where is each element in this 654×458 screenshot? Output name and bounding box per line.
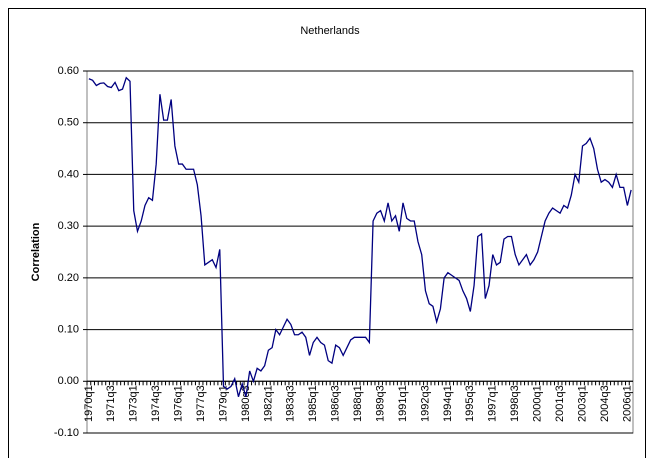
plot-area [86, 70, 634, 434]
x-tick-label: 1997q1 [487, 385, 499, 422]
data-line [88, 76, 632, 397]
x-tick-label: 1980q3 [240, 385, 252, 422]
x-tick-label: 1974q3 [150, 385, 162, 422]
chart-title: Netherlands [300, 25, 360, 37]
x-tick-label: 2001q3 [554, 385, 566, 422]
x-tick-label: 2006q1 [621, 385, 633, 422]
y-tick-label: 0.40 [58, 168, 79, 180]
x-tick-label: 1989q3 [374, 385, 386, 422]
x-tick-label: 1991q1 [397, 385, 409, 422]
x-tick-label: 1976q1 [173, 385, 185, 422]
x-tick-label: 1994q1 [442, 385, 454, 422]
y-tick-label: 0.10 [58, 323, 79, 335]
y-tick-label: -0.10 [54, 427, 79, 439]
x-tick-label: 1998q3 [509, 385, 521, 422]
y-axis-label: Correlation [30, 222, 42, 281]
x-tick-label: 1995q3 [464, 385, 476, 422]
y-tick-label: 0.60 [58, 65, 79, 77]
x-tick-label: 1986q3 [330, 385, 342, 422]
x-tick-label: 1982q1 [262, 385, 274, 422]
y-tick-label: 0.00 [58, 375, 79, 387]
x-tick-label: 2003q1 [576, 385, 588, 422]
x-tick-label: 1985q1 [307, 385, 319, 422]
x-tick-label: 1971q3 [105, 385, 117, 422]
x-tick-label: 1988q1 [352, 385, 364, 422]
x-tick-label: 1970q1 [83, 385, 95, 422]
x-tick-label: 1979q1 [217, 385, 229, 422]
x-tick-label: 2004q3 [599, 385, 611, 422]
y-tick-label: 0.20 [58, 272, 79, 284]
x-tick-label: 2000q1 [532, 385, 544, 422]
x-tick-label: 1983q3 [285, 385, 297, 422]
y-tick-label: 0.30 [58, 220, 79, 232]
y-tick-label: 0.50 [58, 117, 79, 129]
x-tick-label: 1977q3 [195, 385, 207, 422]
x-tick-label: 1973q1 [128, 385, 140, 422]
x-tick-label: 1992q3 [419, 385, 431, 422]
